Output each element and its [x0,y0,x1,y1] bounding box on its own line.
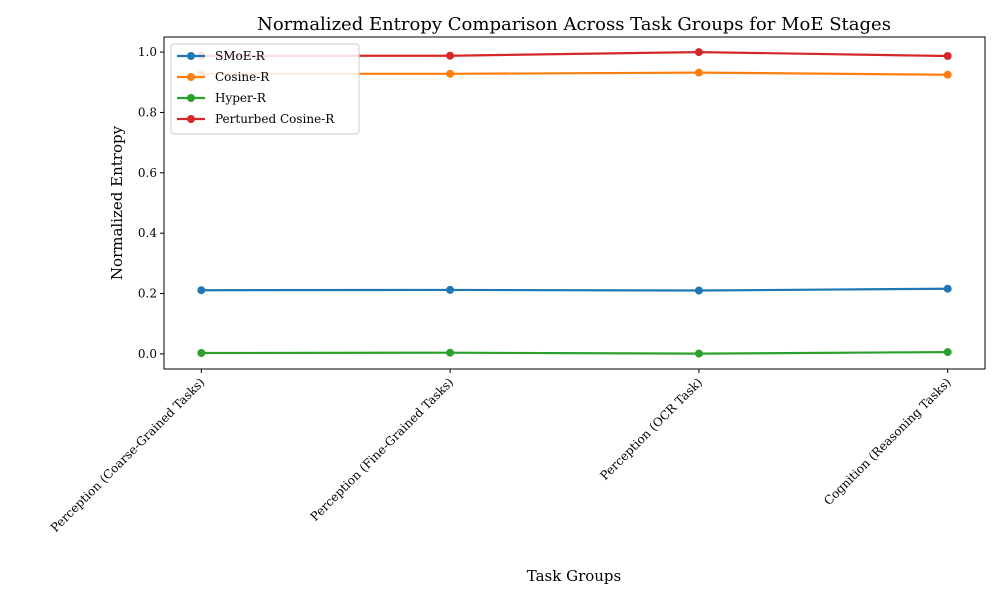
series-line [201,350,948,355]
legend-label: SMoE-R [215,49,266,63]
y-tick-label: 0.2 [138,287,157,301]
legend-label: Hyper-R [215,91,267,105]
y-tick-label: 0.0 [138,347,157,361]
legend: SMoE-R Cosine-R Hyper-R Perturbed Cosine-R [170,43,360,135]
chart-title: Normalized Entropy Comparison Across Tas… [257,14,891,35]
legend-swatch-marker [187,73,195,81]
x-tick-label: Perception (Coarse-Grained Tasks) [48,375,208,535]
data-point [694,68,703,77]
legend-swatch-marker [187,94,195,102]
y-tick-label: 0.8 [138,105,157,119]
data-point [197,286,206,295]
legend-swatch-marker [187,52,195,60]
legend-swatch-marker [187,115,195,123]
data-point [446,51,455,60]
legend-box [170,43,360,135]
data-point [446,69,455,78]
data-point [694,48,703,57]
y-axis-label: Normalized Entropy [108,125,126,280]
data-point [943,70,952,79]
data-point [694,349,703,358]
y-tick-label: 1.0 [138,45,157,59]
data-point [446,285,455,294]
legend-label: Perturbed Cosine-R [215,112,335,126]
data-point [694,286,703,295]
y-tick-label: 0.4 [138,226,157,240]
series-line [201,287,948,292]
axes-frame [163,36,986,370]
data-point [943,348,952,357]
x-tick-label: Perception (OCR Task) [597,375,705,483]
data-point [197,349,206,358]
y-tick-label: 0.6 [138,166,157,180]
data-point [446,348,455,357]
x-axis-label: Task Groups [527,567,621,585]
x-tick-label: Perception (Fine-Grained Tasks) [308,375,457,524]
data-point [943,284,952,293]
data-point [943,52,952,61]
x-tick-label: Cognition (Reasoning Tasks) [821,375,954,508]
legend-label: Cosine-R [215,70,270,84]
